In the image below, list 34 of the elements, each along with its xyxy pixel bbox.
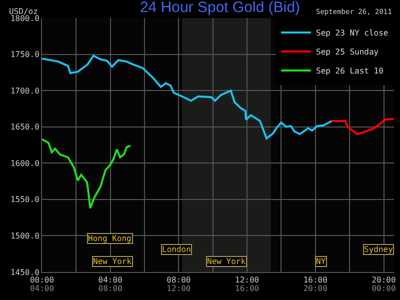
line-series [42,138,132,210]
x-tick-label: 16:00 [303,276,328,285]
y-tick-label: 1750.0 [10,50,40,60]
annotation: NY [316,257,326,266]
x-tick-label: 20:00 [372,276,396,285]
annotation: New York [93,257,132,266]
y-tick-label: 1500.0 [10,232,40,241]
y-tick-label: 1450.0 [10,268,40,277]
x-tick-label: 00:00 [30,276,54,285]
y-tick-label: 1700.0 [10,86,40,96]
legend-label: Sep 25 Sunday [316,48,379,57]
annotation: Hong Kong [88,234,132,243]
y-tick-label: 1650.0 [10,122,40,132]
annotation: New York [207,257,246,266]
x2-tick-label: 20:00 [303,284,328,293]
legend-label: Sep 26 Last 10 [316,66,384,76]
x-tick-label: 04:00 [98,276,123,285]
x-tick-label: 08:00 [166,276,191,285]
y-axis-title: USD/oz [9,7,38,16]
annotation: Sydney [364,245,394,254]
x2-tick-label: 16:00 [235,284,260,293]
legend-label: Sep 23 NY close [316,28,388,38]
x2-tick-label: 00:00 [372,284,396,293]
y-tick-label: 1600.0 [10,158,40,168]
x2-tick-label: 12:00 [166,284,191,293]
line-series [330,118,394,136]
x2-tick-label: 08:00 [98,284,123,293]
x-tick-label: 12:00 [235,276,260,285]
y-tick-label: 1550.0 [10,195,40,204]
y-tick-label: 1800.0 [10,14,40,23]
annotation: London [162,245,192,254]
line-series [42,54,333,140]
x2-tick-label: 04:00 [30,284,54,293]
chart-title: 24 Hour Spot Gold (Bid) [140,0,300,16]
